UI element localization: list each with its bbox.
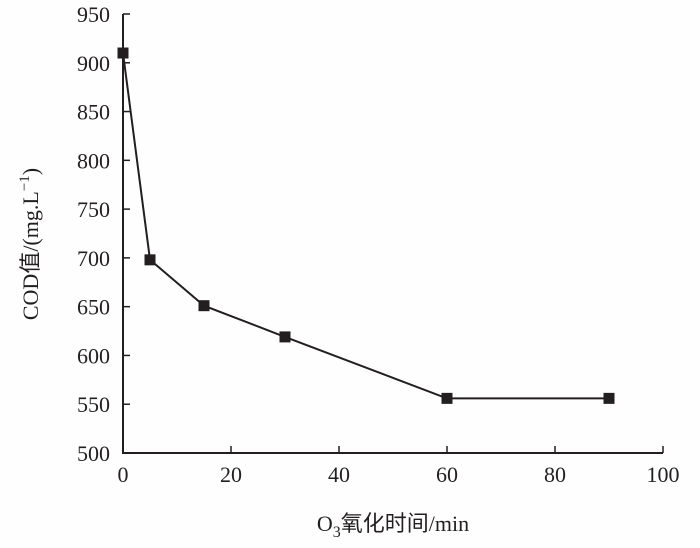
y-tick-label-800: 800 [77,148,110,173]
y-tick-label-650: 650 [77,295,110,320]
x-tick-label-40: 40 [328,462,350,487]
y-tick-label-950: 950 [77,2,110,27]
y-tick-label-900: 900 [77,51,110,76]
ticks: 0 20 40 60 80 100 500 550 600 650 700 750 800 850 900 9… [77,2,680,487]
data-point-5 [144,254,156,266]
y-tick-label-500: 500 [77,441,110,466]
x-tick-label-100: 100 [647,462,680,487]
y-tick-label-700: 700 [77,246,110,271]
y-tick-label-850: 850 [77,100,110,125]
series-line [122,52,609,400]
x-tick-label-0: 0 [118,462,129,487]
y-tick-label-550: 550 [77,392,110,417]
data-point-15 [198,300,210,312]
data-point-90 [603,392,615,404]
data-point-60 [441,392,453,404]
x-tick-label-60: 60 [436,462,458,487]
y-axis-title: COD值/(mg.L−1) [17,168,43,320]
data-point-0 [117,47,129,59]
data-point-30 [279,331,291,343]
series [117,47,615,404]
y-tick-label-600: 600 [77,343,110,368]
x-tick-label-20: 20 [220,462,242,487]
y-tick-label-750: 750 [77,197,110,222]
axes [122,14,663,454]
x-tick-label-80: 80 [544,462,566,487]
x-axis-title: O3氧化时间/min [317,511,469,541]
